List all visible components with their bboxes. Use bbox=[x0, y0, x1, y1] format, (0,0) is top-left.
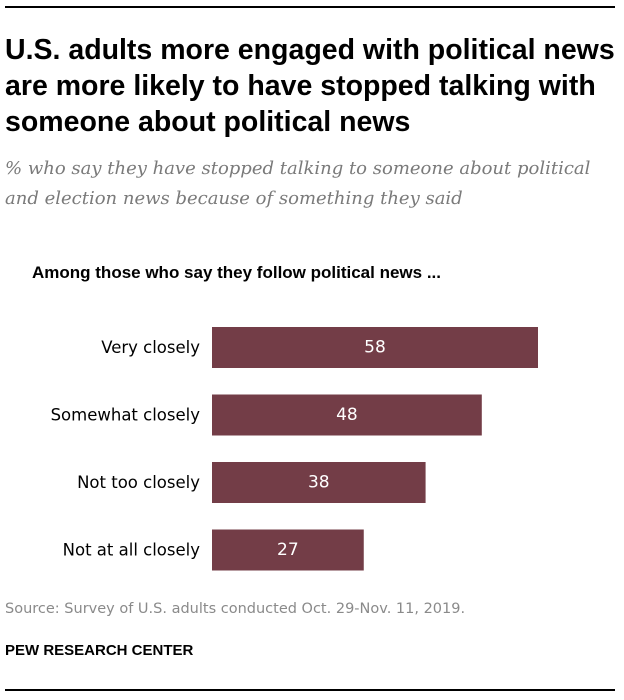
bar bbox=[212, 327, 538, 368]
page-title: U.S. adults more engaged with political … bbox=[5, 34, 615, 138]
bar-value-label: 38 bbox=[308, 473, 330, 493]
bar bbox=[212, 462, 426, 503]
bar-value-label: 58 bbox=[364, 338, 386, 358]
top-rule bbox=[5, 6, 615, 8]
organization-name: PEW RESEARCH CENTER bbox=[5, 642, 194, 659]
subtitle: % who say they have stopped talking to s… bbox=[5, 158, 591, 209]
bar bbox=[212, 394, 482, 436]
bar-value-label: 48 bbox=[336, 405, 358, 425]
category-label: Not at all closely bbox=[63, 541, 201, 560]
bar-chart: Very closely 58 Somewhat closely 48 Not too … bbox=[51, 327, 538, 571]
source-note: Source: Survey of U.S. adults conducted … bbox=[5, 601, 466, 617]
category-label: Not too closely bbox=[77, 473, 200, 492]
bottom-rule bbox=[5, 689, 615, 691]
bar-value-label: 27 bbox=[277, 540, 299, 560]
bar bbox=[212, 529, 364, 571]
category-label: Very closely bbox=[101, 338, 200, 357]
chart-header: Among those who say they follow politica… bbox=[32, 263, 441, 282]
category-label: Somewhat closely bbox=[51, 406, 201, 425]
